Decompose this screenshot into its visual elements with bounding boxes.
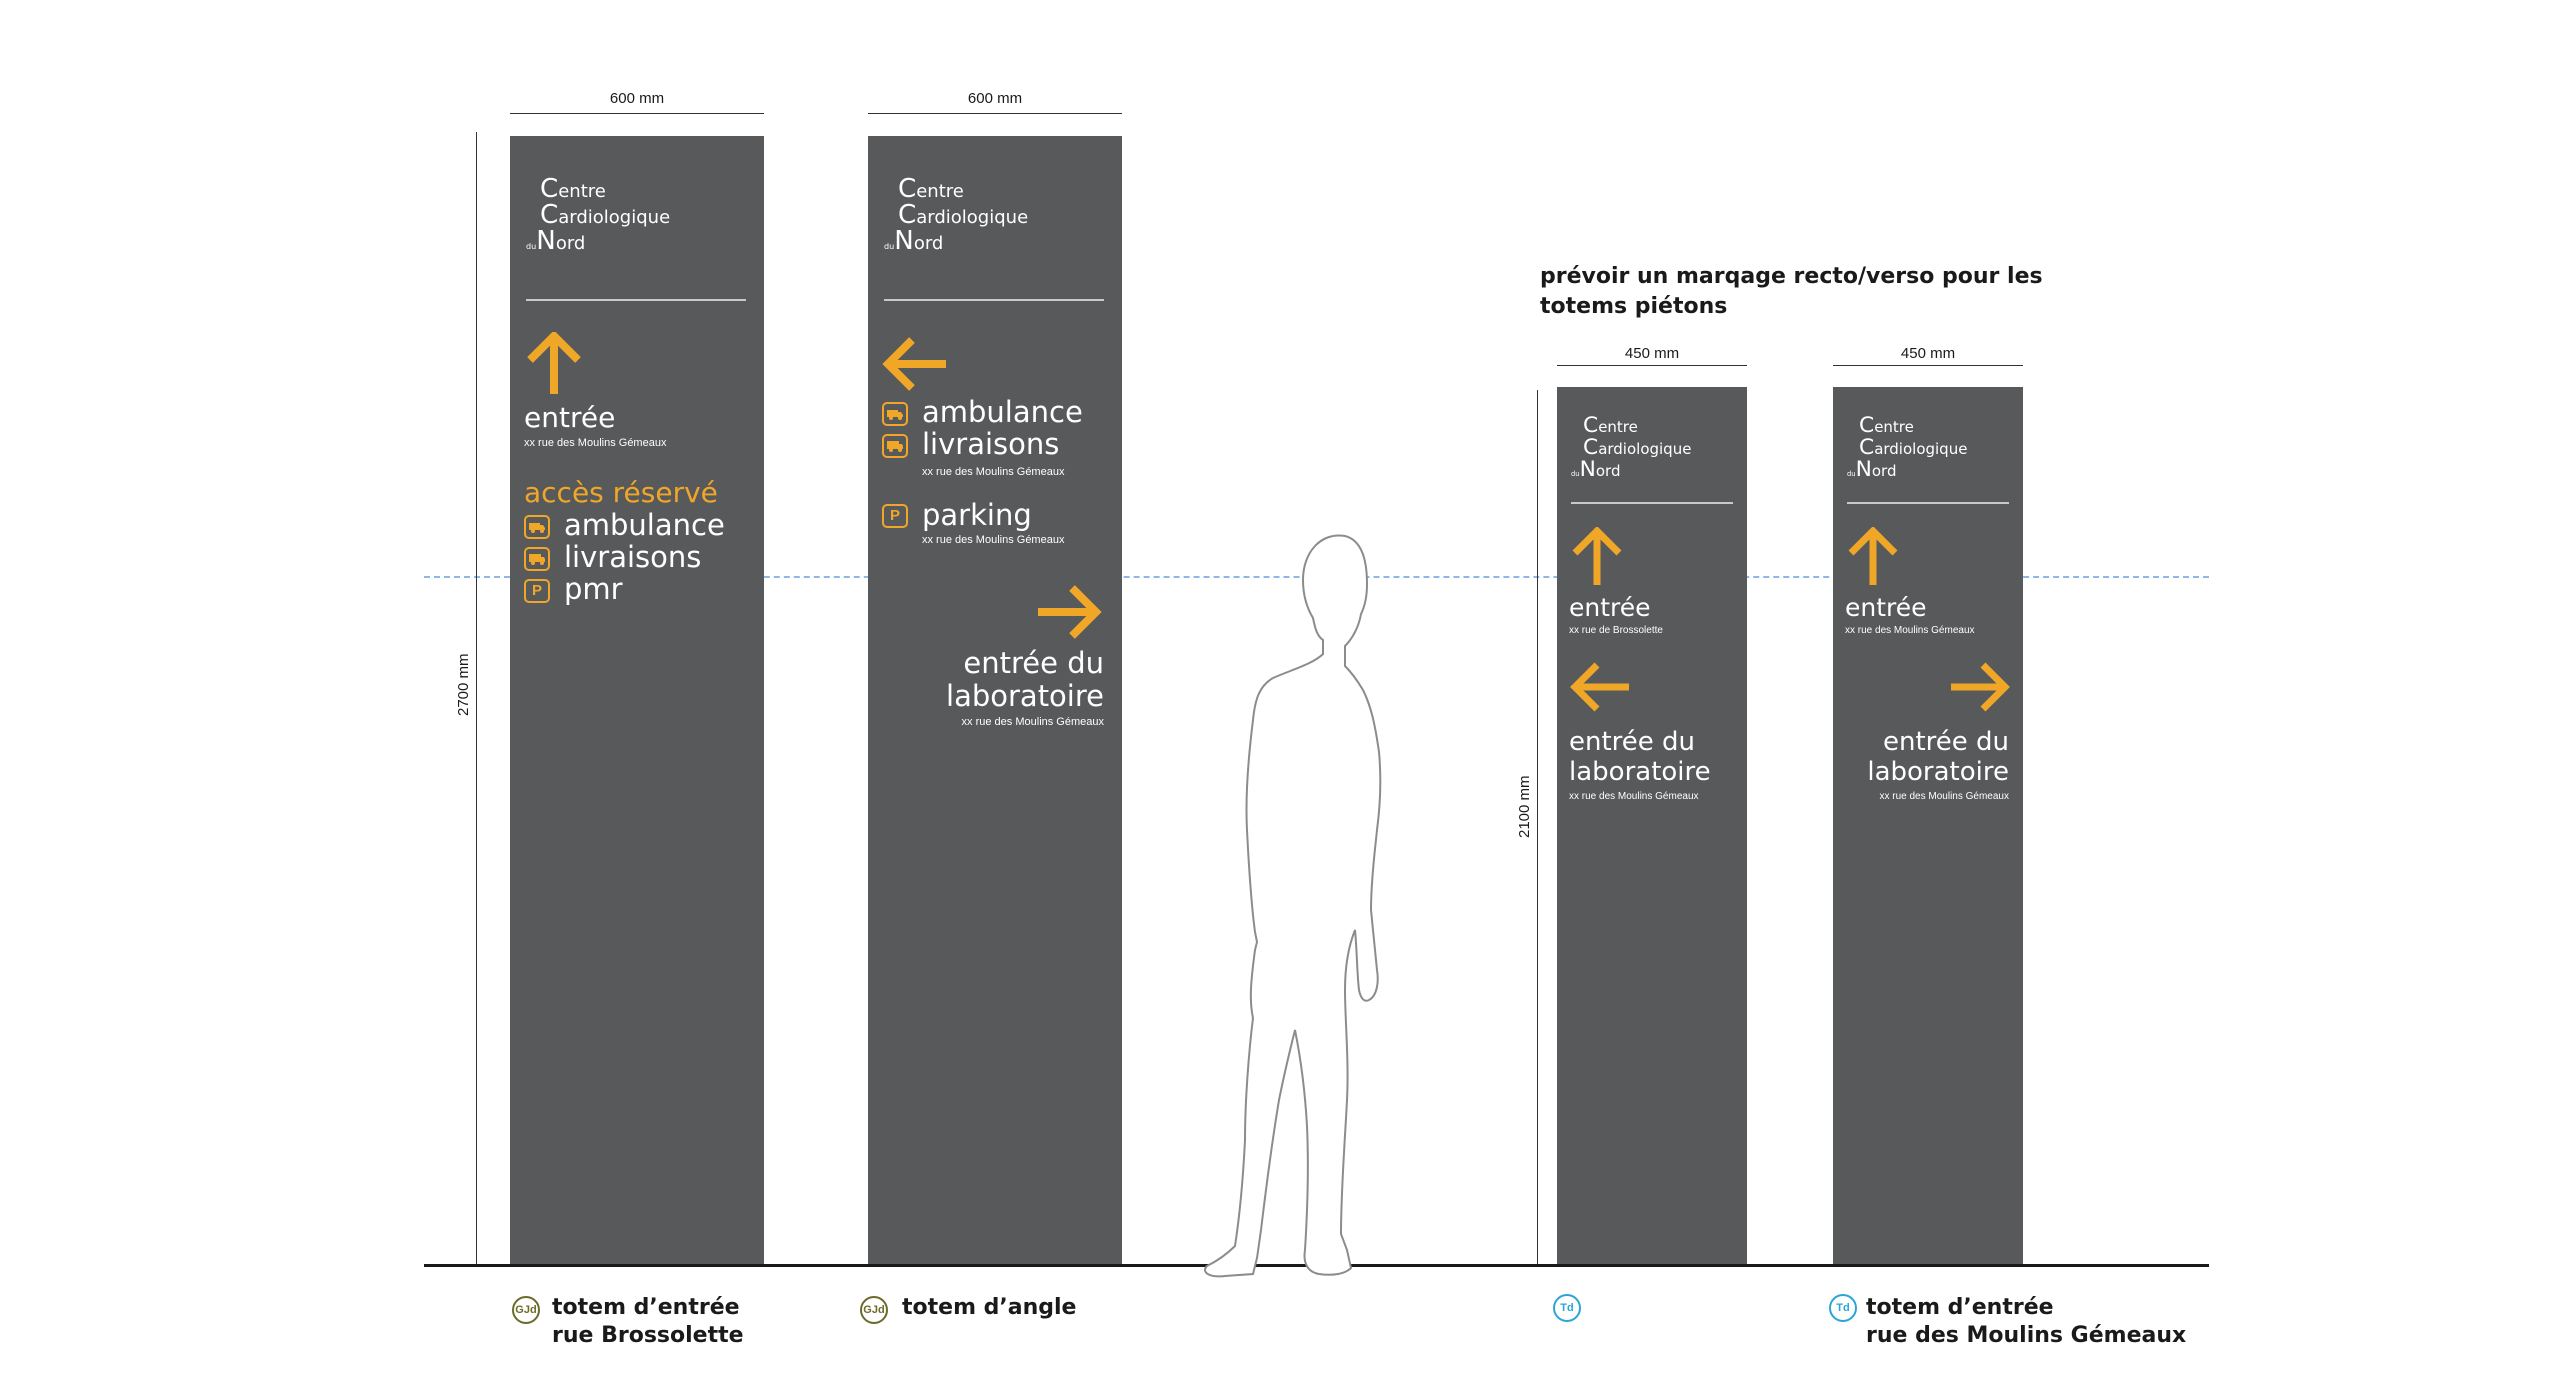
logo-divider — [1847, 502, 2009, 504]
livraisons-label: livraisons — [564, 540, 702, 574]
entree-address: xx rue des Moulins Gémeaux — [524, 437, 667, 449]
logo-divider — [884, 299, 1104, 301]
dim-height-large-line — [476, 132, 477, 1264]
caption-totem2: totem d’angle — [902, 1295, 1077, 1320]
pmr-parking-icon: P — [524, 579, 550, 603]
dim-line-totem1 — [510, 113, 764, 114]
parking-icon: P — [882, 504, 908, 528]
laboratoire-label-2: laboratoire — [1569, 757, 1711, 787]
arrow-right-icon — [1951, 662, 2010, 712]
dim-width-totem1: 600 mm — [609, 90, 665, 107]
parking-label: parking — [922, 498, 1032, 532]
livraisons-label: livraisons — [922, 427, 1060, 461]
dim-line-totem4 — [1833, 365, 2023, 366]
totem-angle: Centre Cardiologique duNord ambulance li… — [868, 136, 1122, 1264]
acces-reserve-label: accès réservé — [524, 476, 718, 509]
totem-pieton-moulins-gemeaux: Centre Cardiologique duNord entrée xx ru… — [1833, 387, 2023, 1264]
totem-pieton-brossolette: Centre Cardiologique duNord entrée xx ru… — [1557, 387, 1747, 1264]
ambulance-label: ambulance — [564, 508, 725, 542]
logo: Centre Cardiologique duNord — [1847, 413, 1968, 482]
laboratoire-label-1: entrée du — [1882, 727, 2009, 757]
entree-label: entrée — [1569, 593, 1651, 622]
arrow-up-icon — [1572, 527, 1622, 585]
caption-totem1: totem d’entrée rue Brossolette — [552, 1295, 744, 1348]
badge-td-3: Td — [1553, 1294, 1581, 1322]
logo: Centre Cardiologique duNord — [526, 174, 671, 257]
truck-icon — [882, 434, 908, 458]
entree-address: xx rue des Moulins Gémeaux — [1845, 625, 1975, 636]
ambulance-icon — [524, 515, 550, 539]
laboratoire-address: xx rue des Moulins Gémeaux — [961, 716, 1104, 728]
dim-height-small-line — [1537, 390, 1538, 1264]
ambulance-label: ambulance — [922, 395, 1083, 429]
dim-height-large: 2700 mm — [455, 653, 472, 716]
entree-label: entrée — [1845, 593, 1927, 622]
dim-height-small: 2100 mm — [1516, 775, 1533, 838]
laboratoire-label-1: entrée du — [1569, 727, 1696, 757]
badge-gtd-2: GJd — [860, 1296, 888, 1324]
dim-width-totem3: 450 mm — [1624, 345, 1680, 362]
ambulance-icon — [882, 402, 908, 426]
dim-width-totem2: 600 mm — [967, 90, 1023, 107]
entree-address: xx rue de Brossolette — [1569, 625, 1663, 636]
arrow-left-icon — [882, 337, 946, 391]
arrow-up-icon — [1848, 527, 1898, 585]
pmr-label: pmr — [564, 572, 623, 606]
badge-td-4: Td — [1829, 1294, 1857, 1322]
logo-divider — [526, 299, 746, 301]
logo: Centre Cardiologique duNord — [884, 174, 1029, 257]
arrow-left-icon — [1570, 662, 1629, 712]
arrow-right-icon — [1038, 585, 1102, 639]
logo: Centre Cardiologique duNord — [1571, 413, 1692, 482]
dim-line-totem2 — [868, 113, 1122, 114]
caption-totem4: totem d’entrée rue des Moulins Gémeaux — [1866, 1295, 2187, 1348]
laboratoire-label-2: laboratoire — [1867, 757, 2009, 787]
arrow-up-icon — [527, 332, 581, 394]
human-silhouette — [1204, 534, 1382, 1278]
truck-icon — [524, 547, 550, 571]
note-recto-verso: prévoir un marqage recto/verso pour les … — [1540, 264, 2043, 319]
badge-gtd-1: GJd — [512, 1296, 540, 1324]
livraisons-address: xx rue des Moulins Gémeaux — [922, 466, 1065, 478]
laboratoire-label-2: laboratoire — [946, 679, 1104, 713]
laboratoire-address: xx rue des Moulins Gémeaux — [1569, 791, 1699, 802]
dim-width-totem4: 450 mm — [1900, 345, 1956, 362]
logo-divider — [1571, 502, 1733, 504]
laboratoire-label-1: entrée du — [963, 646, 1104, 680]
laboratoire-address: xx rue des Moulins Gémeaux — [1879, 791, 2009, 802]
entree-label: entrée — [524, 401, 616, 434]
parking-address: xx rue des Moulins Gémeaux — [922, 534, 1065, 546]
dim-line-totem3 — [1557, 365, 1747, 366]
totem-entree-brossolette: Centre Cardiologique duNord entrée xx ru… — [510, 136, 764, 1264]
